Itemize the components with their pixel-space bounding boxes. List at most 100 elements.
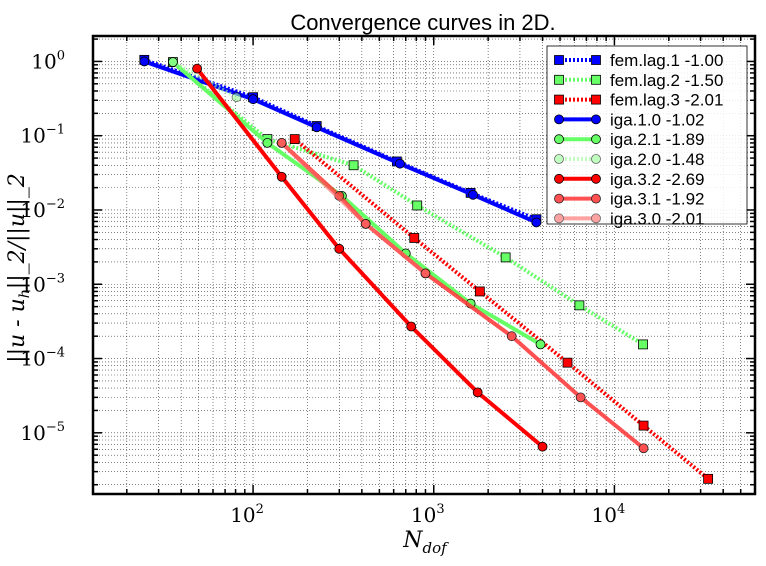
- x-tick-label: 102: [230, 502, 264, 527]
- legend-entry: [554, 173, 601, 184]
- data-point: [412, 200, 423, 211]
- legend-marker: [554, 134, 564, 145]
- data-point: [472, 387, 483, 398]
- x-tick-label: 103: [411, 502, 445, 527]
- legend-marker: [591, 114, 601, 125]
- data-point: [638, 339, 648, 350]
- data-point: [168, 57, 178, 67]
- data-point: [537, 441, 548, 452]
- data-point: [139, 56, 150, 67]
- data-point: [395, 158, 405, 169]
- y-tick-label: 100: [31, 48, 65, 73]
- data-point: [575, 392, 586, 403]
- legend-marker: [591, 55, 601, 65]
- legend-label: iga.2.0 -1.48: [610, 150, 705, 169]
- y-axis-label-subscript: h: [17, 289, 33, 298]
- legend-entry: [554, 213, 601, 224]
- y-tick-exponent: −2: [46, 197, 65, 212]
- y-tick-label: 10−2: [20, 197, 65, 222]
- legend-marker: [554, 154, 564, 164]
- data-point: [276, 171, 287, 182]
- y-tick-label: 10−3: [20, 271, 65, 296]
- data-point: [192, 63, 203, 74]
- y-tick-label: 10−1: [20, 123, 65, 148]
- data-point: [638, 420, 649, 431]
- legend-marker: [554, 173, 564, 184]
- legend-box: [546, 45, 748, 225]
- y-tick-exponent: −4: [46, 346, 65, 361]
- data-point: [334, 243, 345, 254]
- y-axis-label: ||u - uh||_2/||u||_2: [5, 173, 33, 363]
- legend-marker: [554, 213, 564, 224]
- data-point: [276, 138, 287, 148]
- legend-marker: [591, 134, 601, 145]
- x-tick-exponent: 2: [256, 502, 264, 517]
- legend-entry: [554, 134, 601, 145]
- chart-title: Convergence curves in 2D.: [290, 10, 555, 35]
- series-fem.lag.3: [289, 134, 713, 484]
- data-point: [289, 134, 300, 145]
- x-axis-label-subscript: dof: [423, 539, 450, 557]
- data-point: [248, 94, 258, 105]
- data-point: [638, 443, 649, 454]
- legend-entry: [554, 193, 601, 204]
- y-tick-label: 10−5: [20, 420, 65, 445]
- x-tick-label: 104: [592, 502, 626, 527]
- legend-label: fem.lag.2 -1.50: [610, 71, 723, 90]
- data-point: [262, 138, 273, 148]
- grid: [93, 36, 756, 494]
- data-point: [474, 286, 485, 297]
- data-point: [703, 473, 713, 484]
- x-tick-exponent: 3: [436, 502, 444, 517]
- legend-label: fem.lag.1 -1.00: [610, 51, 723, 70]
- data-point: [535, 339, 546, 350]
- legend-label: iga.3.1 -1.92: [610, 190, 705, 209]
- data-point: [420, 268, 431, 279]
- data-point: [500, 252, 511, 263]
- data-point: [409, 233, 420, 243]
- y-tick-exponent: 0: [57, 48, 65, 63]
- legend-marker: [591, 154, 601, 164]
- legend-marker: [554, 55, 564, 65]
- legend-label: iga.1.0 -1.02: [610, 110, 705, 129]
- legend-label: iga.3.0 -2.01: [610, 209, 705, 228]
- data-point: [348, 160, 359, 171]
- legend-marker: [554, 114, 564, 125]
- legend-marker: [591, 173, 601, 184]
- y-tick-exponent: −3: [46, 271, 65, 286]
- legend-entry: [554, 154, 601, 164]
- series-layer: [139, 54, 713, 484]
- data-point: [562, 357, 573, 368]
- series-iga.3.0: [276, 138, 431, 279]
- legend-marker: [591, 94, 601, 105]
- x-axis-label: Ndof: [402, 528, 449, 557]
- data-point: [531, 217, 542, 228]
- data-point: [574, 300, 585, 311]
- y-tick-exponent: −1: [46, 123, 65, 138]
- legend-entry: [554, 55, 601, 65]
- series-line: [171, 60, 542, 347]
- series-line: [293, 137, 710, 481]
- legend-entry: [554, 74, 601, 85]
- y-axis-label-rest: ||_2/||u||_2: [5, 173, 30, 289]
- y-tick-exponent: −5: [46, 420, 65, 435]
- legend-entry: [554, 114, 601, 125]
- legend-marker: [591, 213, 601, 224]
- legend-label: iga.3.2 -2.69: [610, 170, 705, 189]
- series-line: [195, 67, 544, 449]
- plot-frame: [91, 34, 757, 496]
- data-point: [468, 189, 478, 200]
- legend-entry: [554, 94, 601, 105]
- data-point: [506, 331, 517, 342]
- data-point: [406, 321, 417, 332]
- series-iga.3.2: [192, 63, 548, 452]
- legend-marker: [591, 193, 601, 204]
- data-point: [311, 122, 322, 133]
- legend-label: fem.lag.3 -2.01: [610, 91, 723, 110]
- legend-label: iga.2.1 -1.89: [610, 130, 705, 149]
- legend-marker: [554, 94, 564, 105]
- data-point: [231, 92, 242, 103]
